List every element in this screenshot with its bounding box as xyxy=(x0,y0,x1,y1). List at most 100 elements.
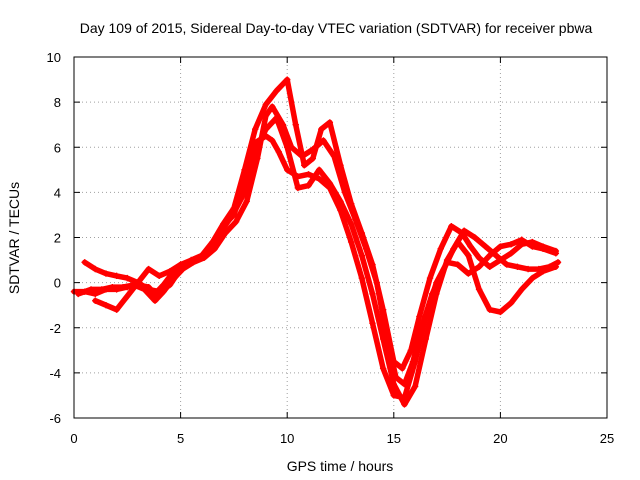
data-point xyxy=(358,274,366,282)
y-tick-label: 2 xyxy=(54,231,61,246)
data-point xyxy=(166,268,174,275)
data-point xyxy=(379,365,387,372)
series-band xyxy=(81,76,559,372)
series-track-3 xyxy=(81,76,560,372)
data-point xyxy=(443,256,451,264)
x-tick-label: 10 xyxy=(280,431,294,446)
x-tick-label: 20 xyxy=(493,431,507,446)
data-point xyxy=(369,290,376,298)
data-point xyxy=(315,175,323,183)
data-point xyxy=(113,306,120,313)
data-point xyxy=(416,313,423,320)
y-tick-label: 6 xyxy=(54,140,61,155)
data-point xyxy=(552,263,560,271)
data-point xyxy=(198,252,206,259)
data-point xyxy=(369,320,376,327)
data-point xyxy=(347,238,355,246)
x-tick-label: 15 xyxy=(387,431,401,446)
data-point xyxy=(379,306,387,313)
data-point xyxy=(81,259,88,266)
data-point xyxy=(119,283,127,291)
data-point xyxy=(315,166,323,174)
data-point xyxy=(497,256,504,264)
data-point xyxy=(529,238,536,246)
data-point xyxy=(275,148,282,155)
data-point xyxy=(292,121,299,128)
data-point xyxy=(539,268,547,275)
data-point xyxy=(305,171,312,178)
y-tick-label: -4 xyxy=(49,366,61,381)
data-point xyxy=(98,286,105,293)
data-point xyxy=(284,76,291,83)
data-point xyxy=(486,306,493,313)
data-point xyxy=(318,126,325,133)
data-point xyxy=(269,137,276,144)
plot-area xyxy=(70,76,562,408)
data-point xyxy=(390,358,397,365)
data-point xyxy=(75,290,82,298)
data-point xyxy=(145,286,152,293)
data-point xyxy=(390,380,397,388)
data-point xyxy=(252,148,259,155)
data-point xyxy=(87,286,95,293)
data-point xyxy=(369,261,376,268)
data-point xyxy=(529,274,536,282)
data-point xyxy=(407,347,415,354)
data-point xyxy=(399,365,406,372)
data-point xyxy=(497,308,504,316)
series-band xyxy=(92,115,559,408)
data-point xyxy=(243,198,250,205)
data-point xyxy=(448,223,455,230)
data-point xyxy=(92,297,99,304)
data-point xyxy=(220,225,227,232)
data-point xyxy=(145,265,152,273)
data-point xyxy=(492,252,500,259)
data-point xyxy=(411,383,419,390)
data-point xyxy=(305,182,312,189)
data-point xyxy=(347,220,355,228)
data-point xyxy=(188,256,195,264)
data-point xyxy=(471,234,479,241)
data-point xyxy=(347,200,355,207)
y-tick-label: 0 xyxy=(54,276,61,291)
data-point xyxy=(437,245,444,252)
data-point xyxy=(166,281,174,289)
data-point xyxy=(507,250,515,257)
chart-title: Day 109 of 2015, Sidereal Day-to-day VTE… xyxy=(80,20,593,36)
data-point xyxy=(273,114,280,122)
data-point xyxy=(262,101,270,108)
data-point xyxy=(337,198,344,205)
axis-ticks: 0 5 10 15 20 25 -6 -4 -2 0 2 4 6 8 10 xyxy=(47,50,615,446)
data-point xyxy=(467,243,474,250)
plot-frame xyxy=(73,56,608,419)
x-tick-label: 0 xyxy=(70,431,77,446)
data-point xyxy=(507,241,515,248)
data-point xyxy=(102,270,110,277)
data-point xyxy=(241,166,248,174)
data-point xyxy=(433,290,440,298)
data-point xyxy=(514,263,521,271)
x-axis-label: GPS time / hours xyxy=(287,458,394,474)
data-point xyxy=(390,392,397,399)
data-point xyxy=(426,274,434,282)
data-point xyxy=(409,358,417,365)
data-point xyxy=(486,263,493,271)
x-tick-label: 25 xyxy=(600,431,614,446)
data-point xyxy=(151,297,159,304)
data-point xyxy=(301,162,308,169)
data-point xyxy=(269,103,276,110)
data-point xyxy=(92,265,99,273)
data-point xyxy=(326,119,334,126)
data-point xyxy=(401,380,408,388)
data-point xyxy=(124,274,131,282)
data-point xyxy=(284,144,291,151)
data-point xyxy=(401,401,408,408)
data-point xyxy=(458,229,466,237)
data-point xyxy=(552,247,560,255)
grid xyxy=(74,57,607,418)
series-track-4 xyxy=(92,114,560,408)
data-point xyxy=(358,252,366,259)
y-tick-label: 4 xyxy=(54,185,61,200)
y-tick-label: -6 xyxy=(49,411,61,426)
